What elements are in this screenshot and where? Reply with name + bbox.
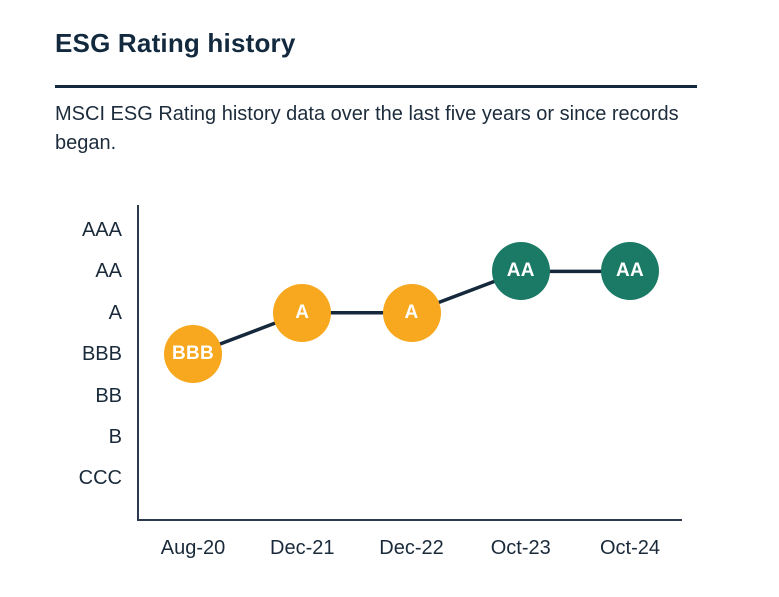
- rating-marker: A: [382, 283, 441, 342]
- x-axis-label: Oct-24: [599, 537, 661, 559]
- y-axis-label: B: [108, 426, 122, 448]
- page-subtitle: MSCI ESG Rating history data over the la…: [55, 103, 679, 154]
- y-axis-label: CCC: [78, 467, 122, 490]
- rating-marker: A: [273, 283, 332, 342]
- y-axis-label: AA: [95, 260, 122, 283]
- y-axis-label: BB: [95, 384, 122, 407]
- y-axis-label: A: [108, 301, 122, 324]
- x-axis-label: Dec-22: [379, 537, 444, 559]
- page-title: ESG Rating history: [55, 28, 296, 58]
- title-divider: [55, 85, 697, 88]
- rating-marker: AA: [491, 242, 550, 301]
- axis-lines: [137, 205, 682, 521]
- y-axis-label: BBB: [81, 343, 122, 366]
- rating-marker: AA: [601, 242, 659, 301]
- rating-marker: BBB: [164, 325, 222, 384]
- x-axis-label: Oct-23: [490, 537, 551, 559]
- x-axis-label: Dec-21: [270, 537, 335, 559]
- y-axis-label: AAA: [81, 219, 122, 241]
- x-axis-label: Aug-20: [160, 537, 226, 559]
